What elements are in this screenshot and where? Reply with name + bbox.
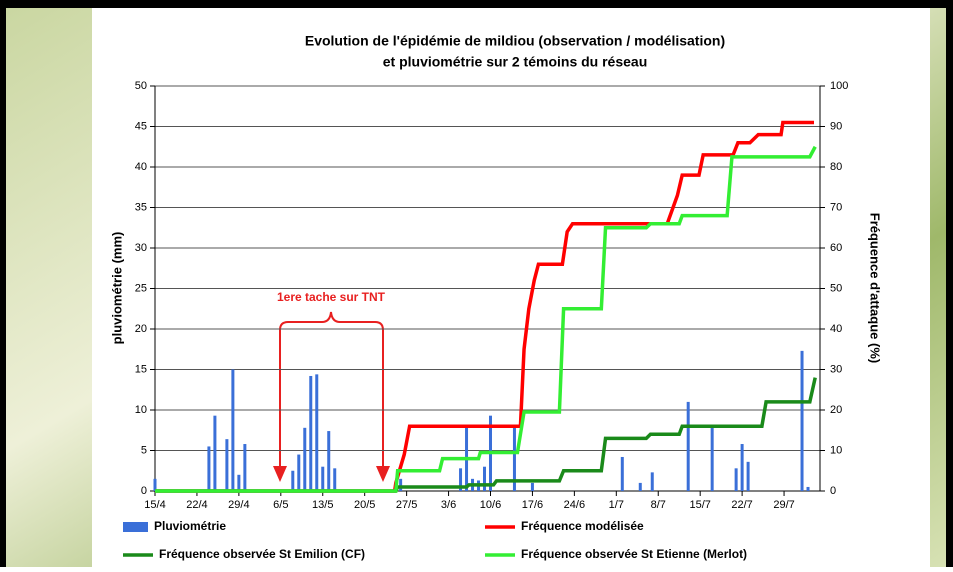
y-tick-label: 30	[135, 242, 147, 254]
y-tick-label: 5	[141, 444, 147, 456]
line	[155, 120, 815, 493]
x-tick-label: 1/7	[609, 499, 624, 511]
bar	[483, 466, 487, 491]
y-tick-label: 25	[135, 282, 147, 294]
bar	[746, 461, 750, 491]
legend-label: Fréquence modélisée	[521, 519, 644, 533]
bar	[459, 468, 463, 491]
bar	[297, 454, 301, 491]
bar	[650, 472, 654, 491]
bar	[740, 444, 744, 491]
bar	[291, 470, 295, 491]
bar	[321, 466, 325, 491]
y2-axis-label: Fréquence d'attaque (%)	[868, 213, 883, 363]
x-tick-label: 15/4	[144, 499, 165, 511]
y2-tick-label: 40	[830, 323, 842, 335]
y-tick-label: 45	[135, 120, 147, 132]
x-tick-label: 29/7	[773, 499, 794, 511]
legend-swatch	[123, 522, 148, 532]
y2-tick-label: 70	[830, 201, 842, 213]
x-tick-label: 20/5	[354, 499, 375, 511]
y-tick-label: 10	[135, 404, 147, 416]
line	[155, 377, 817, 493]
y2-tick-label: 30	[830, 363, 842, 375]
x-tick-label: 8/7	[651, 499, 666, 511]
y2-tick-label: 90	[830, 120, 842, 132]
bar	[153, 478, 157, 491]
x-tick-label: 22/4	[186, 499, 207, 511]
annotation-brace	[279, 311, 384, 468]
annotation-arrows	[273, 466, 390, 482]
y-tick-label: 50	[135, 80, 147, 92]
bar	[327, 431, 331, 491]
y-tick-label: 20	[135, 323, 147, 335]
y-tick-label: 40	[135, 161, 147, 173]
bar	[800, 350, 804, 491]
bar	[309, 375, 313, 491]
bar	[638, 482, 642, 491]
x-tick-label: 29/4	[228, 499, 249, 511]
bar	[686, 401, 690, 491]
bar	[512, 427, 516, 491]
y2-tick-label: 20	[830, 404, 842, 416]
y2-tick-label: 10	[830, 444, 842, 456]
bar	[530, 482, 534, 491]
bar	[315, 374, 319, 491]
bar	[399, 478, 403, 491]
y2-tick-label: 60	[830, 242, 842, 254]
legend-label: Fréquence observée St Etienne (Merlot)	[521, 547, 747, 561]
x-tick-label: 6/5	[273, 499, 288, 511]
bar	[207, 446, 211, 491]
y2-tick-label: 80	[830, 161, 842, 173]
bar	[806, 486, 810, 491]
legend-label: Pluviométrie	[154, 519, 226, 533]
x-tick-label: 24/6	[564, 499, 585, 511]
bar	[243, 444, 247, 491]
y-axis-label: pluviométrie (mm)	[109, 232, 124, 345]
chart-panel	[92, 8, 930, 567]
chart-subtitle: et pluviométrie sur 2 témoins du réseau	[383, 54, 648, 70]
x-tick-label: 27/5	[396, 499, 417, 511]
top-bar	[0, 0, 953, 8]
bar	[333, 468, 337, 491]
bar	[734, 468, 738, 491]
annotation: 1ere tache sur TNT	[277, 290, 386, 304]
bar	[303, 427, 307, 491]
y-tick-label: 35	[135, 201, 147, 213]
x-tick-label: 3/6	[441, 499, 456, 511]
line	[155, 145, 817, 493]
x-tick-label: 15/7	[689, 499, 710, 511]
bar	[620, 456, 624, 491]
bar	[225, 439, 229, 491]
legend-label: Fréquence observée St Emilion (CF)	[159, 547, 365, 561]
left-border	[0, 0, 6, 567]
bar	[231, 369, 235, 491]
y2-tick-label: 0	[830, 485, 836, 497]
y2-tick-label: 100	[830, 80, 848, 92]
y2-tick-label: 50	[830, 282, 842, 294]
bar	[710, 427, 714, 491]
x-tick-label: 10/6	[480, 499, 501, 511]
bar	[237, 474, 241, 491]
y-tick-label: 0	[141, 485, 147, 497]
y-tick-label: 15	[135, 363, 147, 375]
bar	[213, 415, 217, 491]
chart-title: Evolution de l'épidémie de mildiou (obse…	[305, 33, 725, 49]
right-border	[946, 0, 953, 567]
x-tick-label: 22/7	[731, 499, 752, 511]
x-tick-label: 13/5	[312, 499, 333, 511]
x-tick-label: 17/6	[522, 499, 543, 511]
